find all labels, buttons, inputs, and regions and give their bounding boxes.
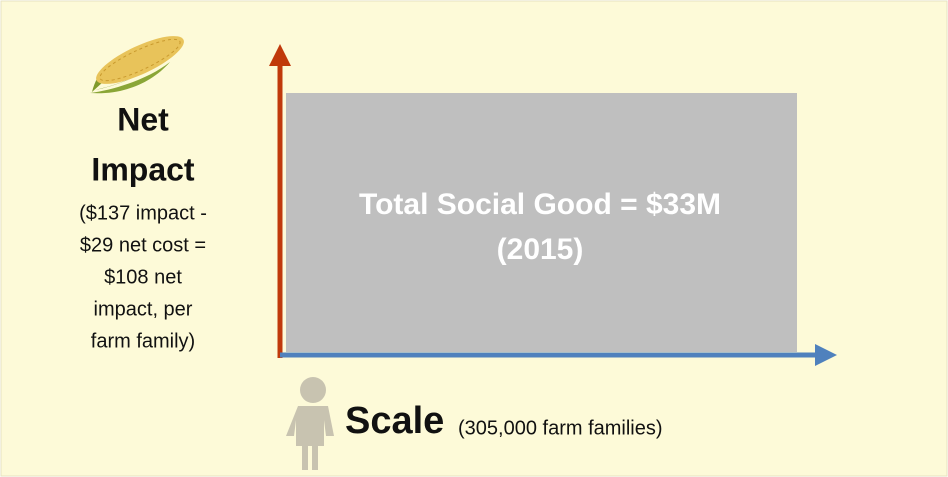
total-box [286,93,797,352]
y-axis-detail: impact, per [94,298,193,320]
box-text: Total Social Good = $33M [359,188,721,221]
y-axis-detail: farm family) [91,330,195,352]
y-axis-label: Impact [91,151,194,187]
box-text: (2015) [497,233,584,266]
x-axis-detail: (305,000 farm families) [458,417,663,439]
y-axis-detail: $108 net [104,266,182,288]
y-axis-detail: $29 net cost = [80,234,206,256]
corn-icon [90,36,185,94]
y-axis-arrow [269,44,291,358]
y-axis-detail: ($137 impact - [79,202,207,224]
person-icon [286,377,334,470]
x-axis-label: Scale [345,400,444,442]
y-axis-label: Net [117,101,169,137]
x-axis-arrow [280,344,837,366]
